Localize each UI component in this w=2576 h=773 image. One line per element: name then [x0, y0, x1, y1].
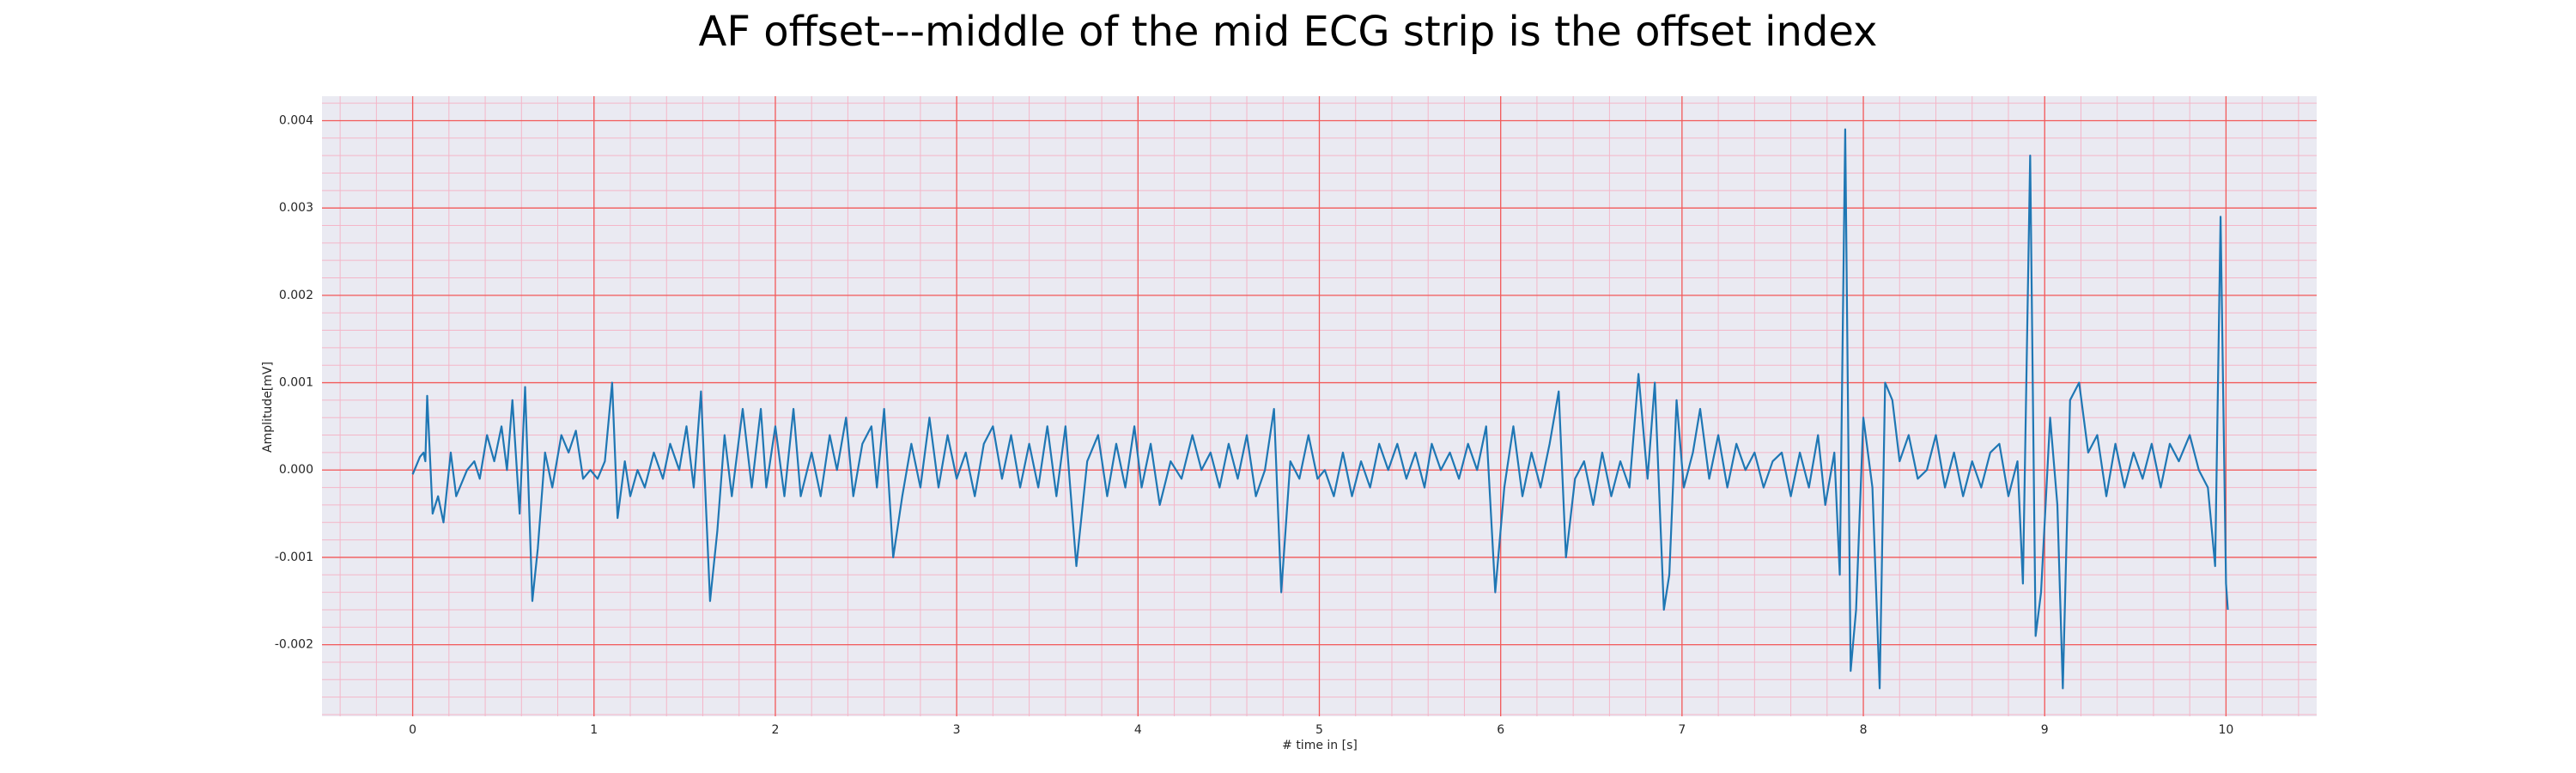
ecg-line	[411, 128, 2229, 690]
x-tick-label: 8	[1860, 723, 1868, 737]
x-tick-label: 2	[771, 723, 779, 737]
chart-title: AF offset---middle of the mid ECG strip …	[699, 8, 1878, 56]
y-tick-label: 0.003	[279, 201, 313, 215]
y-tick-label: -0.002	[275, 638, 313, 652]
y-tick-label: -0.001	[275, 551, 313, 564]
x-tick-label: 9	[2041, 723, 2049, 737]
y-tick-label: 0.001	[279, 376, 313, 390]
y-axis-label: Amplitude[mV]	[261, 362, 275, 453]
x-tick-label: 10	[2218, 723, 2233, 737]
y-tick-label: 0.000	[279, 463, 313, 477]
y-tick-label: 0.002	[279, 289, 313, 302]
x-tick-label: 0	[409, 723, 416, 737]
x-tick-label: 7	[1678, 723, 1686, 737]
x-axis-label: # time in [s]	[1282, 739, 1358, 752]
x-tick-label: 6	[1497, 723, 1504, 737]
x-tick-label: 3	[953, 723, 961, 737]
x-tick-label: 5	[1315, 723, 1323, 737]
x-tick-label: 1	[590, 723, 598, 737]
y-tick-label: 0.004	[279, 113, 313, 127]
x-tick-label: 4	[1134, 723, 1142, 737]
